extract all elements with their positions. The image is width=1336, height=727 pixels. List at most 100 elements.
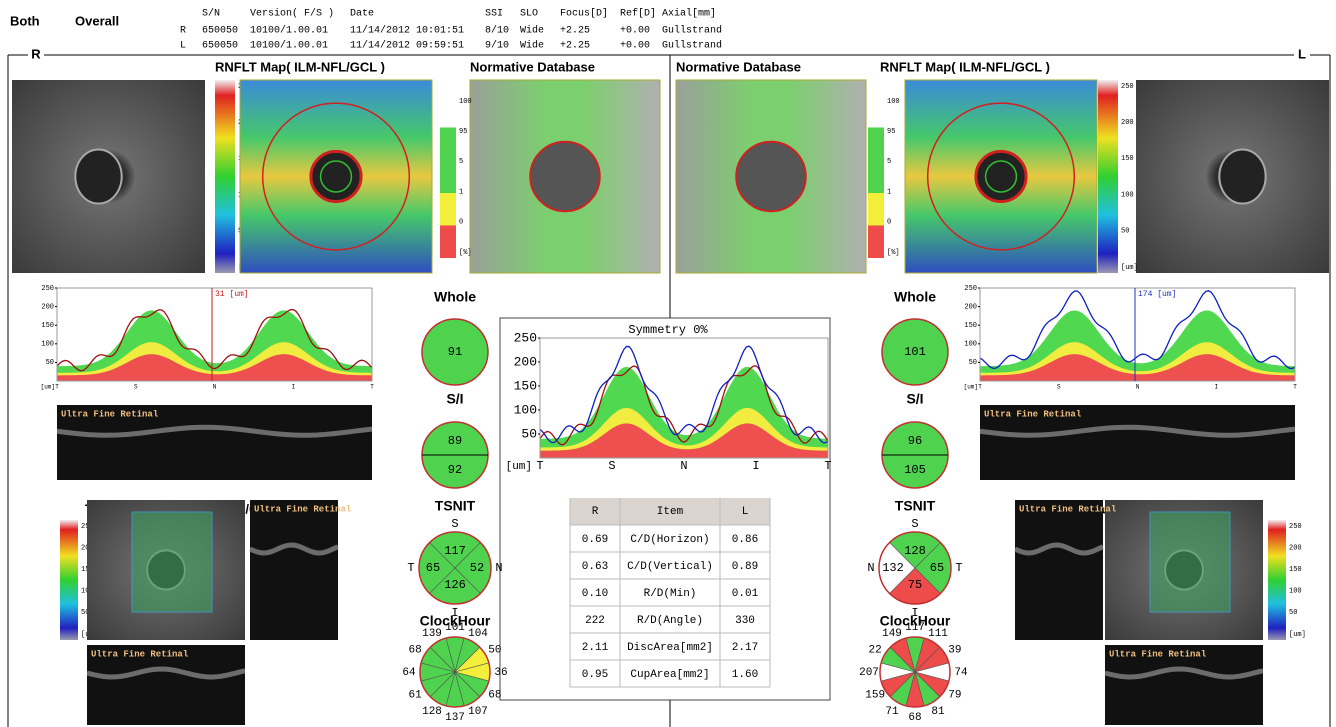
tsnit-value: 117 [444, 544, 466, 558]
tsnit-value: 52 [470, 561, 484, 575]
scale-label: 200 [1289, 544, 1302, 552]
x-label: S [1057, 384, 1061, 391]
scale-label: [um] [1289, 631, 1306, 639]
table-header: Item [657, 506, 684, 518]
eye-label: L [1298, 46, 1306, 61]
clock-value: 39 [948, 644, 961, 656]
scale-label: 200 [1121, 119, 1134, 127]
disc [976, 151, 1026, 201]
table-cell: CupArea[mm2] [630, 669, 709, 681]
table-cell: 0.89 [732, 561, 758, 573]
clock-value: 22 [869, 644, 882, 656]
clock-value: 117 [905, 622, 925, 634]
tsnit-direction: S [911, 517, 918, 531]
header-column: Focus[D] [560, 8, 608, 20]
tsnit-value: 65 [426, 561, 440, 575]
clock-value: 68 [488, 689, 501, 701]
scale-label: 100 [887, 98, 900, 106]
table-cell: 2.17 [732, 642, 758, 654]
y-tick-label: 200 [514, 354, 537, 369]
x-label: T [824, 459, 831, 473]
y-tick-label: 250 [41, 285, 54, 293]
y-tick-label: 200 [41, 303, 54, 311]
x-label: T [370, 384, 374, 391]
clock-value: 107 [468, 706, 488, 718]
scale-label: 1 [887, 188, 891, 196]
table-cell: DiscArea[mm2] [627, 642, 713, 654]
bscan [250, 500, 338, 640]
header-column: Ref[D] [620, 8, 656, 20]
table-header: L [742, 506, 749, 518]
header-cell: +2.25 [560, 41, 590, 52]
clock-value: 207 [859, 667, 879, 679]
header-cell: Wide [520, 40, 544, 52]
y-tick-label: 150 [514, 378, 537, 393]
report: BothOverallS/NVersion( F/S )DateSSISLOFo… [0, 0, 1336, 727]
table-cell: R/D(Min) [644, 588, 697, 600]
x-label: I [291, 384, 295, 391]
scale-label: [%] [459, 249, 472, 257]
scale-label: 150 [1121, 155, 1134, 163]
header-cell: Gullstrand [662, 40, 722, 52]
tsnit-direction: T [955, 561, 962, 575]
mode: Both [10, 13, 40, 28]
color-bar [1098, 80, 1118, 273]
si-value: 96 [908, 434, 922, 448]
y-tick-label: 100 [964, 341, 977, 349]
tsnit-direction: T [407, 561, 414, 575]
scale-label: 1 [459, 188, 463, 196]
si-value: 92 [448, 463, 462, 477]
tsnit-value: 126 [444, 578, 466, 592]
y-tick-label: 250 [964, 285, 977, 293]
x-label: N [213, 384, 217, 391]
tsnit-value: 132 [882, 561, 904, 575]
header-column: SLO [520, 9, 538, 20]
clock-value: 68 [409, 644, 422, 656]
table-cell: 0.69 [582, 534, 608, 546]
bscan-label: Ultra Fine Retinal [91, 649, 189, 659]
y-tick-label: 50 [521, 426, 537, 441]
table-cell: 0.01 [732, 588, 759, 600]
x-label: T [55, 384, 59, 391]
symmetry-title: Symmetry 0% [628, 323, 708, 337]
header-cell: 11/14/2012 09:59:51 [350, 40, 464, 52]
table-cell: 1.60 [732, 669, 758, 681]
table-cell: 330 [735, 615, 755, 627]
table-cell: 2.11 [582, 642, 609, 654]
header-cell: 10100/1.00.01 [250, 40, 328, 52]
color-bar [1268, 520, 1286, 640]
clock-value: 111 [928, 628, 948, 640]
whole-value: 91 [448, 345, 462, 359]
disc [530, 142, 599, 211]
scale-label: 0 [459, 219, 463, 227]
y-tick-label: 250 [514, 330, 537, 345]
header-cell: +2.25 [560, 26, 590, 37]
scale-label: [um] [1121, 264, 1138, 272]
header-cell: +0.00 [620, 26, 650, 37]
x-label: N [680, 459, 687, 473]
header-column: Version( F/S ) [250, 8, 334, 20]
bscan-label: Ultra Fine Retinal [61, 409, 159, 419]
table-cell: 0.86 [732, 534, 758, 546]
clock-value: 68 [908, 712, 921, 724]
y-tick-label: 50 [969, 359, 977, 367]
rnflt-title: RNFLT Map( ILM-NFL/GCL ) [215, 59, 385, 74]
table-cell: 0.95 [582, 669, 608, 681]
y-tick-label: 50 [46, 359, 54, 367]
scale-label: [%] [887, 249, 900, 257]
rnflt-title: RNFLT Map( ILM-NFL/GCL ) [880, 59, 1050, 74]
header-cell: 9/10 [485, 40, 509, 52]
tsnit-value: 65 [930, 561, 944, 575]
table-cell: C/D(Horizon) [630, 534, 709, 546]
tsnit-title: TSNIT [435, 498, 476, 514]
x-label: S [134, 384, 138, 391]
scale-label: 250 [1121, 83, 1134, 91]
table-header: R [592, 506, 599, 518]
table-cell: C/D(Vertical) [627, 561, 713, 573]
bscan-label: Ultra Fine Retinal [984, 409, 1082, 419]
clock-value: 36 [494, 667, 507, 679]
table-cell: 0.10 [582, 588, 608, 600]
header-column: Date [350, 9, 374, 20]
scale-label: 250 [1289, 523, 1302, 531]
y-tick-label: 200 [964, 303, 977, 311]
